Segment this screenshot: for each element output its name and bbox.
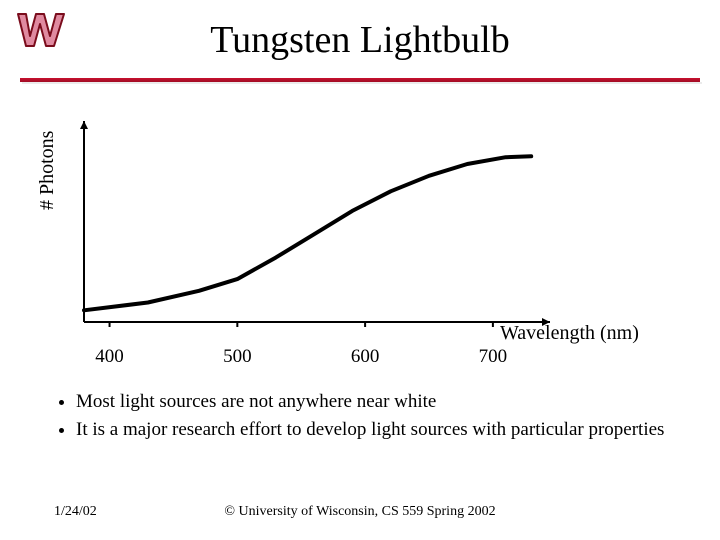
x-tick-label: 700 bbox=[479, 346, 508, 368]
footer-copyright: © University of Wisconsin, CS 559 Spring… bbox=[0, 504, 720, 520]
spectrum-chart bbox=[74, 112, 554, 327]
bullet-item: Most light sources are not anywhere near… bbox=[76, 390, 680, 414]
title-divider bbox=[20, 78, 700, 84]
x-axis-label: Wavelength (nm) bbox=[500, 322, 639, 345]
bullet-item: It is a major research effort to develop… bbox=[76, 418, 680, 442]
x-tick-label: 600 bbox=[351, 346, 380, 368]
bullet-list: Most light sources are not anywhere near… bbox=[54, 390, 680, 446]
slide: Tungsten Lightbulb # Photons 400 500 600 70… bbox=[0, 0, 720, 540]
y-axis-label: # Photons bbox=[36, 131, 59, 210]
slide-title: Tungsten Lightbulb bbox=[0, 18, 720, 62]
x-tick-label: 400 bbox=[95, 346, 124, 368]
x-tick-label: 500 bbox=[223, 346, 252, 368]
